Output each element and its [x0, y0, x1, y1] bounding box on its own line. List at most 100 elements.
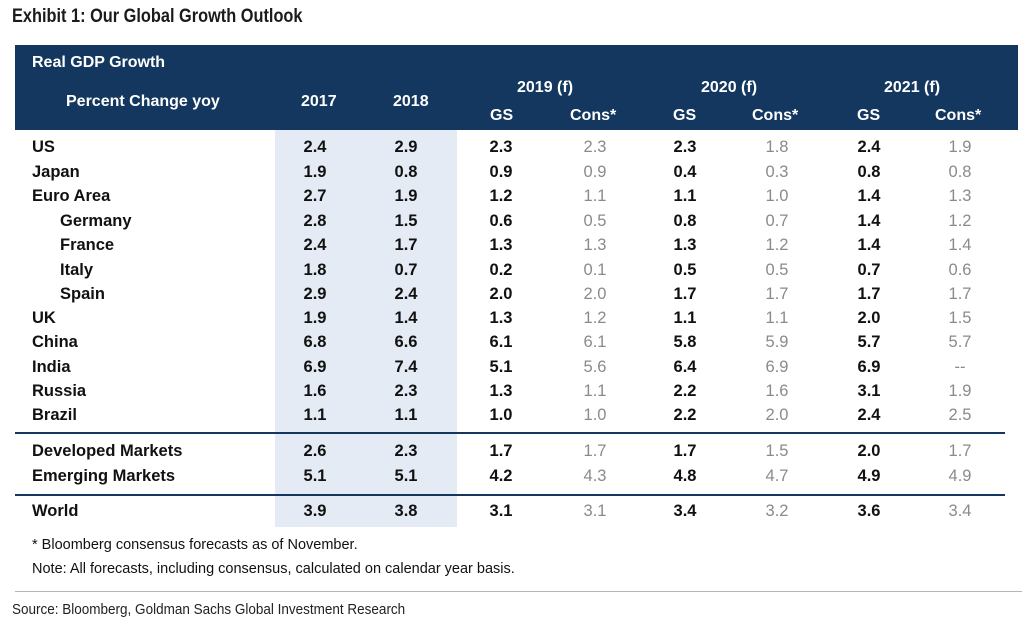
- value-2017-cell: 6.8: [303, 333, 327, 351]
- cons-2019-header: Cons*: [570, 107, 617, 124]
- gs-2021-cell: 2.0: [857, 309, 881, 327]
- year-2020-header: 2020 (f): [701, 79, 758, 96]
- gs-2019-cell: 0.9: [489, 163, 513, 181]
- value-2017-cell: 3.9: [303, 502, 327, 520]
- gs-2021-cell: 0.8: [857, 163, 881, 181]
- gs-2021-cell: 1.7: [857, 285, 881, 303]
- table-header: Real GDP Growth Percent Change yoy 2017 …: [15, 45, 1018, 130]
- cons-2019-cell: 1.1: [583, 382, 607, 400]
- row-label: India: [32, 358, 71, 376]
- value-2018-cell: 2.9: [394, 138, 418, 156]
- world-divider: [15, 494, 1005, 496]
- cons-2021-cell: 5.7: [948, 333, 972, 351]
- row-label: Spain: [60, 285, 105, 303]
- gs-2019-cell: 4.2: [489, 467, 513, 485]
- gs-2019-cell: 0.2: [489, 261, 513, 279]
- cons-2020-cell: 0.7: [765, 212, 789, 230]
- cons-2021-cell: 1.9: [948, 138, 972, 156]
- value-2017-cell: 1.1: [303, 406, 327, 424]
- value-2018-cell: 7.4: [394, 358, 418, 376]
- cons-2020-cell: 1.2: [765, 236, 789, 254]
- calendar-note: Note: All forecasts, including consensus…: [32, 561, 515, 577]
- gs-2020-cell: 0.4: [673, 163, 697, 181]
- value-2017-cell: 6.9: [303, 358, 327, 376]
- cons-2020-cell: 1.5: [765, 442, 789, 460]
- gs-2021-cell: 2.0: [857, 442, 881, 460]
- value-2017-cell: 2.4: [303, 138, 327, 156]
- cons-2019-cell: 1.1: [583, 187, 607, 205]
- cons-2020-cell: 4.7: [765, 467, 789, 485]
- value-2017-cell: 1.9: [303, 163, 327, 181]
- row-label: Developed Markets: [32, 442, 183, 460]
- cons-2021-cell: 0.8: [948, 163, 972, 181]
- cons-2021-cell: 2.5: [948, 406, 972, 424]
- aggregates-divider: [15, 432, 1005, 434]
- table-row: Italy 1.8 0.7 0.2 0.1 0.5 0.5 0.7 0.6: [15, 258, 1018, 282]
- row-label: Emerging Markets: [32, 467, 176, 485]
- gs-2020-cell: 1.7: [673, 442, 697, 460]
- cons-2019-cell: 6.1: [583, 333, 607, 351]
- value-2018-cell: 1.5: [394, 212, 418, 230]
- cons-2021-header: Cons*: [935, 107, 982, 124]
- value-2017-cell: 2.9: [303, 285, 327, 303]
- value-2017-cell: 2.7: [303, 187, 327, 205]
- col-2018-header: 2018: [393, 93, 429, 110]
- cons-2021-cell: 1.2: [948, 212, 972, 230]
- gs-2020-cell: 5.8: [673, 333, 697, 351]
- cons-2020-cell: 3.2: [765, 502, 789, 520]
- historical-highlight-band: [275, 130, 457, 527]
- gs-2020-cell: 1.1: [673, 309, 697, 327]
- gs-2019-cell: 1.2: [489, 187, 513, 205]
- col-2017-header: 2017: [301, 93, 337, 110]
- table-row: World 3.9 3.8 3.1 3.1 3.4 3.2 3.6 3.4: [15, 499, 1018, 523]
- cons-2021-cell: 1.5: [948, 309, 972, 327]
- gs-2020-cell: 2.3: [673, 138, 697, 156]
- cons-2021-cell: 0.6: [948, 261, 972, 279]
- gs-2021-cell: 1.4: [857, 236, 881, 254]
- cons-2020-cell: 1.8: [765, 138, 789, 156]
- exhibit-title: Exhibit 1: Our Global Growth Outlook: [12, 6, 303, 27]
- cons-2021-cell: 1.3: [948, 187, 972, 205]
- section-label: Real GDP Growth: [32, 54, 166, 71]
- cons-2021-cell: 3.4: [948, 502, 972, 520]
- row-label: World: [32, 502, 79, 520]
- cons-2021-cell: 1.9: [948, 382, 972, 400]
- row-label: Brazil: [32, 406, 77, 424]
- value-2017-cell: 1.6: [303, 382, 327, 400]
- table-row: Spain 2.9 2.4 2.0 2.0 1.7 1.7 1.7 1.7: [15, 282, 1018, 306]
- gs-2021-cell: 2.4: [857, 406, 881, 424]
- gs-2019-cell: 1.3: [489, 236, 513, 254]
- table-row: Euro Area 2.7 1.9 1.2 1.1 1.1 1.0 1.4 1.3: [15, 184, 1018, 208]
- gs-2019-cell: 1.7: [489, 442, 513, 460]
- gs-2019-header: GS: [490, 107, 514, 124]
- cons-2019-cell: 1.7: [583, 442, 607, 460]
- value-2018-cell: 1.9: [394, 187, 418, 205]
- table-row: China 6.8 6.6 6.1 6.1 5.8 5.9 5.7 5.7: [15, 330, 1018, 354]
- gs-2020-cell: 6.4: [673, 358, 697, 376]
- gs-2019-cell: 1.0: [489, 406, 513, 424]
- value-2018-cell: 2.3: [394, 442, 418, 460]
- cons-2020-cell: 1.6: [765, 382, 789, 400]
- cons-2019-cell: 0.5: [583, 212, 607, 230]
- cons-2021-cell: 1.4: [948, 236, 972, 254]
- gs-2021-cell: 3.1: [857, 382, 881, 400]
- table-row: UK 1.9 1.4 1.3 1.2 1.1 1.1 2.0 1.5: [15, 306, 1018, 330]
- gs-2020-cell: 3.4: [673, 502, 697, 520]
- value-2018-cell: 0.7: [394, 261, 418, 279]
- cons-2019-cell: 4.3: [583, 467, 607, 485]
- value-2018-cell: 0.8: [394, 163, 418, 181]
- row-label: Russia: [32, 382, 87, 400]
- gs-2021-cell: 0.7: [857, 261, 881, 279]
- gs-2020-cell: 4.8: [673, 467, 697, 485]
- gs-2020-cell: 0.5: [673, 261, 697, 279]
- value-2017-cell: 1.8: [303, 261, 327, 279]
- row-label: Euro Area: [32, 187, 111, 205]
- cons-2020-cell: 1.0: [765, 187, 789, 205]
- row-label: Japan: [32, 163, 80, 181]
- row-label: UK: [32, 309, 56, 327]
- value-2017-cell: 1.9: [303, 309, 327, 327]
- row-label: Germany: [60, 212, 132, 230]
- cons-2020-cell: 0.3: [765, 163, 789, 181]
- cons-2019-cell: 2.0: [583, 285, 607, 303]
- table-row: Germany 2.8 1.5 0.6 0.5 0.8 0.7 1.4 1.2: [15, 209, 1018, 233]
